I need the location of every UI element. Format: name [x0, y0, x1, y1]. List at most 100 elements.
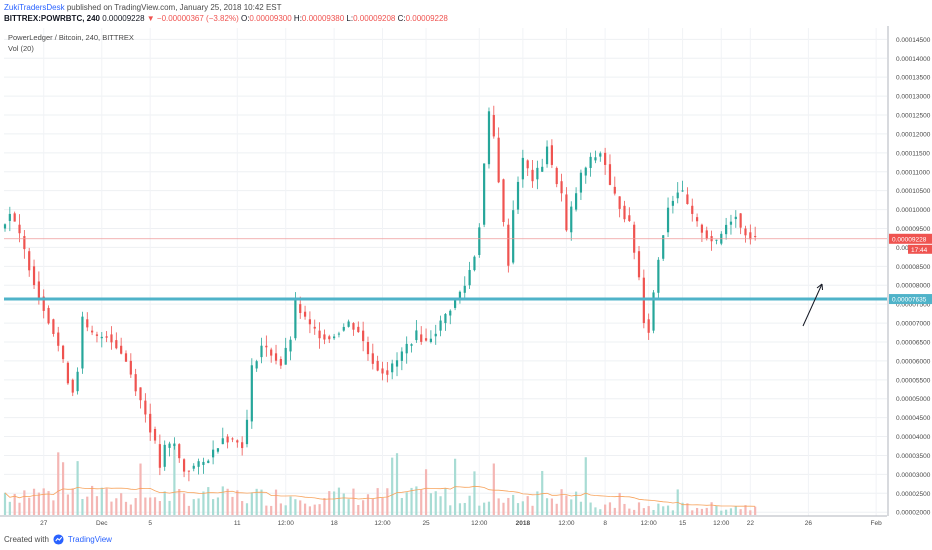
candle-body[interactable]	[153, 428, 157, 441]
candle-body[interactable]	[308, 319, 312, 325]
candle-body[interactable]	[110, 334, 113, 343]
candle-body[interactable]	[289, 339, 292, 352]
candle-body[interactable]	[202, 461, 205, 465]
candle-body[interactable]	[744, 228, 747, 236]
candle-body[interactable]	[328, 336, 331, 340]
candle-body[interactable]	[371, 353, 374, 364]
candle-body[interactable]	[676, 192, 679, 199]
candle-body[interactable]	[487, 111, 491, 165]
candle-body[interactable]	[124, 353, 128, 362]
candle-body[interactable]	[473, 256, 476, 271]
candle-body[interactable]	[395, 360, 399, 367]
candle-body[interactable]	[105, 336, 108, 338]
candle-body[interactable]	[618, 196, 621, 209]
candle-body[interactable]	[555, 167, 558, 185]
candle-body[interactable]	[182, 459, 186, 472]
candle-body[interactable]	[608, 164, 612, 185]
candle-body[interactable]	[366, 341, 370, 355]
candle-body[interactable]	[66, 362, 70, 384]
candle-body[interactable]	[279, 359, 282, 366]
candle-body[interactable]	[173, 443, 176, 447]
candle-body[interactable]	[657, 259, 660, 293]
candle-body[interactable]	[526, 160, 529, 169]
candle-body[interactable]	[270, 349, 273, 356]
candle-body[interactable]	[255, 361, 258, 369]
candle-body[interactable]	[700, 224, 704, 233]
candle-body[interactable]	[415, 330, 418, 341]
candle-body[interactable]	[410, 344, 413, 346]
candle-body[interactable]	[453, 298, 457, 308]
candle-body[interactable]	[376, 360, 379, 371]
candle-body[interactable]	[570, 206, 573, 233]
candle-body[interactable]	[531, 169, 534, 182]
candle-body[interactable]	[671, 200, 674, 206]
candle-body[interactable]	[604, 152, 607, 165]
candle-body[interactable]	[647, 319, 650, 333]
candlestick-chart[interactable]: 0.00014500 0.00014000 0.00013500 0.00013000…	[0, 26, 932, 530]
candle-body[interactable]	[115, 340, 118, 349]
candle-body[interactable]	[52, 319, 55, 334]
candle-body[interactable]	[284, 347, 287, 365]
candle-body[interactable]	[574, 193, 578, 210]
candle-body[interactable]	[139, 387, 142, 401]
candle-body[interactable]	[57, 332, 60, 346]
candle-body[interactable]	[613, 186, 616, 194]
candle-body[interactable]	[337, 333, 341, 335]
candle-body[interactable]	[47, 307, 50, 324]
candle-body[interactable]	[260, 345, 263, 358]
candle-body[interactable]	[91, 330, 94, 333]
candle-body[interactable]	[492, 115, 495, 137]
candle-body[interactable]	[149, 413, 152, 433]
candle-body[interactable]	[37, 281, 40, 299]
candle-body[interactable]	[381, 368, 384, 374]
candle-body[interactable]	[216, 448, 220, 452]
candle-body[interactable]	[458, 291, 462, 301]
candle-body[interactable]	[347, 321, 350, 327]
candle-body[interactable]	[463, 285, 466, 293]
candle-body[interactable]	[221, 438, 224, 445]
candle-body[interactable]	[739, 213, 742, 228]
candle-body[interactable]	[163, 444, 166, 467]
candle-body[interactable]	[483, 163, 486, 225]
candle-body[interactable]	[81, 316, 84, 369]
candle-body[interactable]	[691, 205, 694, 214]
candle-body[interactable]	[497, 137, 500, 183]
candle-body[interactable]	[342, 326, 345, 331]
candle-body[interactable]	[192, 465, 195, 469]
candle-body[interactable]	[8, 213, 11, 221]
candle-body[interactable]	[729, 221, 733, 225]
candle-body[interactable]	[250, 365, 253, 422]
candle-body[interactable]	[76, 371, 79, 392]
candle-body[interactable]	[695, 217, 699, 222]
candle-body[interactable]	[749, 232, 752, 240]
candle-body[interactable]	[158, 444, 161, 468]
candle-body[interactable]	[468, 269, 471, 286]
candle-body[interactable]	[637, 251, 641, 278]
author-link[interactable]: ZukiTradersDesk	[4, 3, 65, 12]
candle-body[interactable]	[95, 334, 99, 336]
candle-body[interactable]	[303, 311, 307, 317]
annotation-arrow-line[interactable]	[802, 283, 823, 327]
candle-body[interactable]	[623, 205, 626, 220]
candle-body[interactable]	[197, 461, 200, 467]
candle-body[interactable]	[439, 320, 442, 331]
candle-body[interactable]	[61, 345, 65, 360]
candle-body[interactable]	[168, 443, 171, 448]
candle-body[interactable]	[207, 460, 210, 464]
candle-body[interactable]	[245, 419, 249, 445]
candle-body[interactable]	[599, 153, 602, 157]
candle-body[interactable]	[541, 166, 544, 172]
candle-body[interactable]	[400, 351, 403, 361]
candle-body[interactable]	[754, 236, 757, 238]
candle-body[interactable]	[565, 194, 568, 231]
candle-body[interactable]	[502, 179, 505, 223]
candle-body[interactable]	[32, 266, 36, 286]
candle-body[interactable]	[120, 345, 123, 354]
candle-body[interactable]	[299, 304, 302, 314]
candle-body[interactable]	[212, 449, 215, 458]
candle-body[interactable]	[725, 224, 728, 235]
candle-body[interactable]	[28, 251, 31, 271]
candle-body[interactable]	[444, 314, 447, 324]
candle-body[interactable]	[478, 227, 481, 255]
candle-body[interactable]	[589, 156, 592, 168]
